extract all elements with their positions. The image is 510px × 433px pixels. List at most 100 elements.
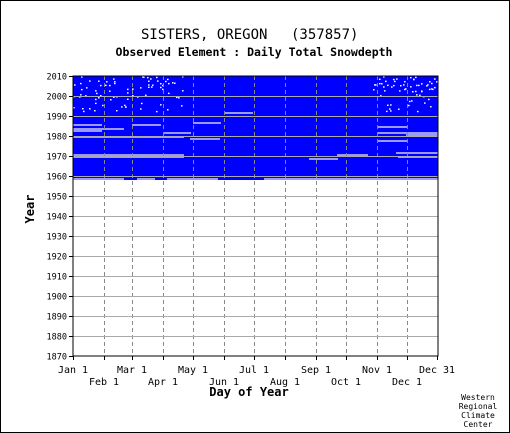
missing-data-segment [73,130,102,132]
missing-data-dot [432,88,434,91]
missing-data-dot [182,76,184,78]
missing-data-dot [106,81,108,83]
x-tick-label: Mar 1 [117,365,147,376]
missing-data-dot [379,78,381,81]
missing-data-dot [411,100,413,102]
missing-data-dot [113,78,115,80]
missing-data-dot [427,84,429,86]
missing-data-dot [102,104,104,107]
missing-data-segment [73,178,124,180]
missing-data-dot [389,108,391,110]
y-tick-label: 1960 [47,173,67,183]
missing-data-dot [73,107,75,109]
missing-data-dot [168,82,170,85]
missing-data-dot [148,80,150,82]
y-axis-label: Year [23,195,37,224]
y-tick-label: 1910 [47,273,67,283]
missing-data-dot [160,86,162,89]
missing-data-dot [142,76,144,78]
y-tick-label: 1890 [47,313,67,323]
missing-data-dot [81,88,83,91]
missing-data-dot [412,91,414,93]
missing-data-dot [141,102,143,105]
missing-data-dot [160,104,162,106]
missing-data-dot [181,105,183,107]
missing-data-dot [156,76,158,79]
missing-data-dot [82,108,84,110]
missing-data-dot [80,82,82,85]
missing-data-dot [436,81,438,83]
x-axis-label: Day of Year [209,385,288,399]
missing-data-segment [224,112,253,114]
missing-data-dot [113,96,115,98]
missing-data-dot [125,106,127,108]
missing-data-dot [80,94,82,96]
missing-data-dot [404,81,406,83]
missing-data-dot [398,108,400,110]
missing-data-dot [160,82,162,85]
credit-line-3: Climate [461,411,495,420]
missing-data-dot [431,82,433,85]
missing-data-dot [416,84,418,87]
missing-data-dot [114,81,116,83]
x-tick-label: Feb 1 [89,377,119,388]
missing-data-dot [413,78,415,81]
missing-data-dot [148,86,150,88]
missing-data-dot [152,84,154,86]
missing-data-dot [385,80,387,83]
missing-data-dot [151,86,153,88]
horizontal-gridlines [73,96,438,337]
missing-data-dot [410,86,412,88]
missing-data-dot [162,88,164,91]
missing-data-dot [410,76,412,79]
y-tick-label: 1950 [47,193,67,203]
missing-data-dot [182,90,184,92]
x-tick-label: Jun 1 [209,377,239,388]
y-tick-label: 1940 [47,213,67,223]
missing-data-dot [419,94,421,97]
missing-data-dot [98,80,100,82]
x-tick-label: Sep 1 [301,365,331,376]
missing-data-segment [73,128,124,130]
missing-data-dot [96,92,98,95]
missing-data-dot [394,80,396,83]
missing-data-dot [434,78,436,80]
missing-data-dot [105,84,107,87]
missing-data-dot [89,80,91,82]
y-tick-label: 1980 [47,133,67,143]
missing-data-dot [384,90,386,92]
y-tick-label: 2010 [47,73,67,83]
x-tick-label: May 1 [178,365,208,376]
missing-data-dot [172,82,174,84]
missing-data-dot [89,108,91,110]
missing-data-dot [434,86,436,89]
plot-area [72,75,439,357]
x-tick-label: Dec 31 [419,365,455,376]
missing-data-dot [162,84,164,87]
missing-data-dot [140,108,142,110]
missing-data-dot [424,102,426,104]
missing-data-dot [156,110,158,113]
missing-data-dot [157,80,159,82]
x-tick-label: Jul 1 [239,365,269,376]
missing-data-segment [73,124,102,126]
missing-data-dot [381,83,383,85]
y-tick-label: 1870 [47,353,67,363]
missing-data-dot [86,87,88,89]
missing-data-segment [377,126,407,128]
missing-data-dot [127,92,129,94]
missing-data-dot [109,84,111,87]
missing-data-dot [127,88,129,91]
missing-data-dot [95,90,97,92]
missing-data-dot [390,104,392,106]
missing-data-dot [429,81,431,83]
missing-data-dot [393,84,395,87]
missing-data-segment [137,178,155,180]
x-tick-label: Aug 1 [270,377,300,388]
observed-data-block [73,76,438,180]
missing-data-dot [165,80,167,83]
missing-data-dot [415,76,417,79]
x-tick-label: Jan 1 [58,365,88,376]
missing-data-segment [264,178,438,180]
